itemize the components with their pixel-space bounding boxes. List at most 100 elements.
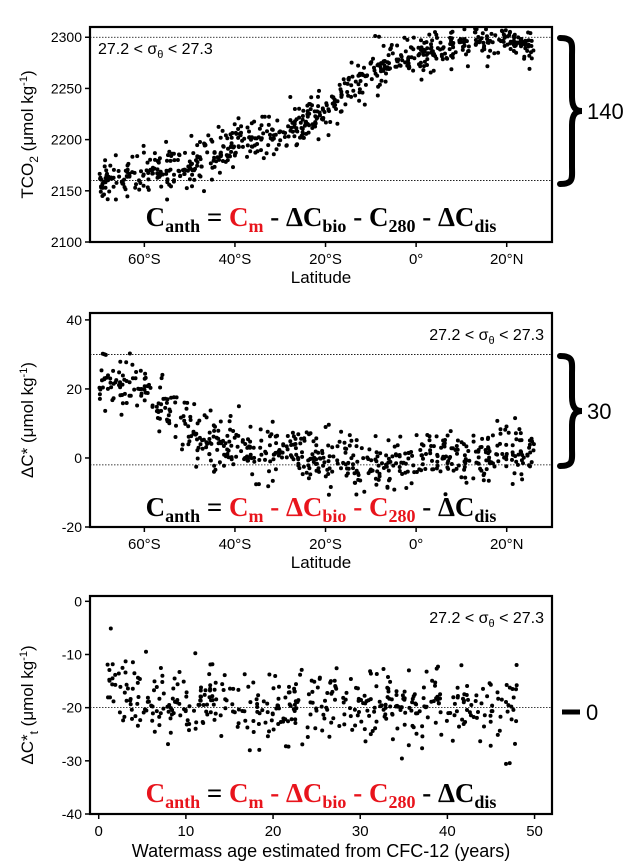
data-point (493, 33, 498, 38)
data-point (320, 106, 325, 111)
data-point (201, 703, 206, 707)
data-point (503, 427, 508, 432)
data-point (435, 697, 440, 702)
data-point (323, 425, 328, 429)
data-point (292, 689, 297, 694)
data-point (278, 129, 283, 134)
data-point (296, 432, 301, 437)
data-point (466, 49, 471, 53)
data-point (431, 699, 436, 704)
x-tick-label: 40°S (219, 251, 252, 268)
data-point (278, 138, 283, 143)
data-point (499, 697, 504, 702)
data-point (168, 409, 173, 414)
data-point (308, 107, 313, 112)
equation: Canth = Cm - ΔCbio - C280 - ΔCdis (146, 492, 497, 526)
data-point (454, 709, 459, 714)
data-point (103, 185, 108, 190)
data-point (429, 50, 434, 55)
data-point (316, 137, 321, 142)
data-point (428, 70, 433, 75)
data-point (528, 464, 532, 469)
data-point (172, 158, 177, 163)
data-point (229, 144, 234, 149)
x-tick-label: 20°S (309, 536, 342, 553)
data-point (155, 175, 160, 180)
data-point (317, 88, 321, 93)
data-point (124, 360, 129, 365)
data-point (423, 467, 428, 471)
data-point (165, 180, 170, 185)
data-point (486, 478, 491, 483)
data-point (479, 701, 484, 706)
data-point (245, 725, 250, 730)
data-point (430, 458, 434, 463)
data-point (313, 114, 318, 119)
data-point (161, 396, 166, 401)
data-point (240, 138, 245, 143)
data-point (331, 716, 336, 721)
data-point (138, 718, 143, 723)
data-point (462, 698, 466, 703)
data-point (370, 468, 375, 473)
data-point (443, 51, 447, 56)
data-point (290, 120, 295, 125)
data-point (130, 154, 135, 159)
data-point (113, 197, 118, 202)
data-point (297, 466, 302, 471)
data-point (519, 472, 524, 477)
data-point (159, 408, 164, 413)
data-point (359, 719, 364, 724)
data-point (150, 171, 155, 176)
data-point (104, 168, 109, 173)
data-point (170, 151, 175, 156)
data-point (195, 143, 200, 148)
data-point (123, 670, 128, 675)
data-point (355, 686, 360, 691)
data-point (213, 467, 218, 472)
data-point (114, 180, 119, 185)
data-point (395, 703, 400, 708)
data-point (459, 663, 464, 668)
data-point (218, 419, 223, 424)
data-point (152, 729, 157, 734)
data-point (154, 404, 159, 409)
data-point (514, 719, 519, 724)
x-tick-label: 60°S (128, 251, 161, 268)
data-point (508, 29, 512, 34)
data-point (155, 171, 160, 176)
data-point (384, 66, 389, 71)
data-point (344, 690, 349, 695)
data-point (434, 434, 439, 439)
y-tick-label: 2250 (51, 80, 82, 96)
x-tick-label: 20°S (309, 251, 342, 268)
data-point (156, 158, 161, 163)
data-point (328, 485, 333, 489)
data-point (321, 455, 326, 460)
y-tick-label: -30 (62, 753, 82, 769)
data-point (490, 40, 495, 45)
data-point (111, 184, 116, 189)
data-point (420, 453, 424, 458)
data-point (366, 471, 371, 476)
data-point (377, 34, 381, 39)
data-point (438, 692, 443, 697)
data-point (519, 458, 524, 463)
data-point (450, 29, 455, 34)
data-point (234, 454, 239, 459)
data-point (100, 194, 105, 198)
data-point (215, 155, 220, 160)
data-point (182, 418, 187, 423)
plot-frame (88, 311, 554, 529)
range-label: 30 (587, 399, 611, 424)
data-point (445, 465, 450, 470)
data-point (120, 393, 125, 397)
data-point (319, 704, 324, 709)
data-point (403, 710, 408, 715)
data-point (430, 38, 435, 43)
data-point (379, 78, 384, 83)
data-point (110, 398, 115, 403)
data-point (407, 65, 412, 70)
data-point (369, 458, 374, 463)
data-point (208, 408, 213, 413)
